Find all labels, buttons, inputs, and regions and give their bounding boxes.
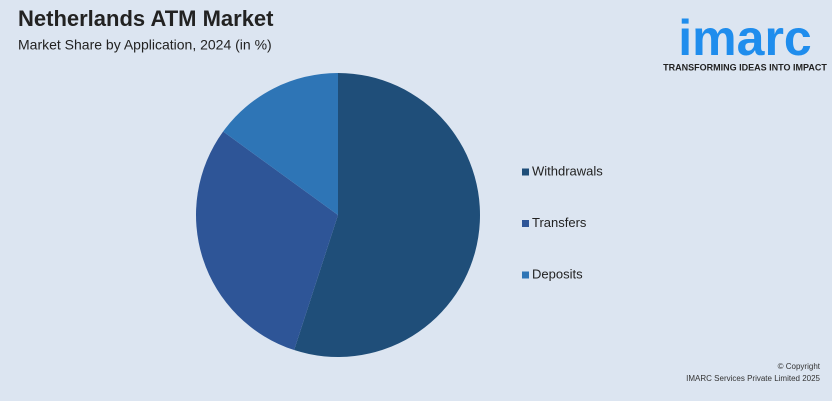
legend-swatch xyxy=(522,271,529,279)
legend-label: Withdrawals xyxy=(532,163,603,178)
pie-slice xyxy=(196,131,338,351)
legend-swatch xyxy=(522,220,529,227)
pie-slice xyxy=(223,73,338,215)
legend-label: Deposits xyxy=(532,266,583,281)
chart-subtitle: Market Share by Application, 2024 (in %) xyxy=(18,37,272,53)
legend-swatch xyxy=(522,168,529,176)
legend-label: Transfers xyxy=(532,215,587,230)
copyright: © Copyright xyxy=(778,362,821,371)
logo-name: imarc xyxy=(678,10,811,66)
chart-title: Netherlands ATM Market xyxy=(18,6,274,31)
pie-slice xyxy=(294,73,481,358)
logo-tagline: TRANSFORMING IDEAS INTO IMPACT xyxy=(663,62,827,72)
company: IMARC Services Private Limited 2025 xyxy=(686,374,820,383)
